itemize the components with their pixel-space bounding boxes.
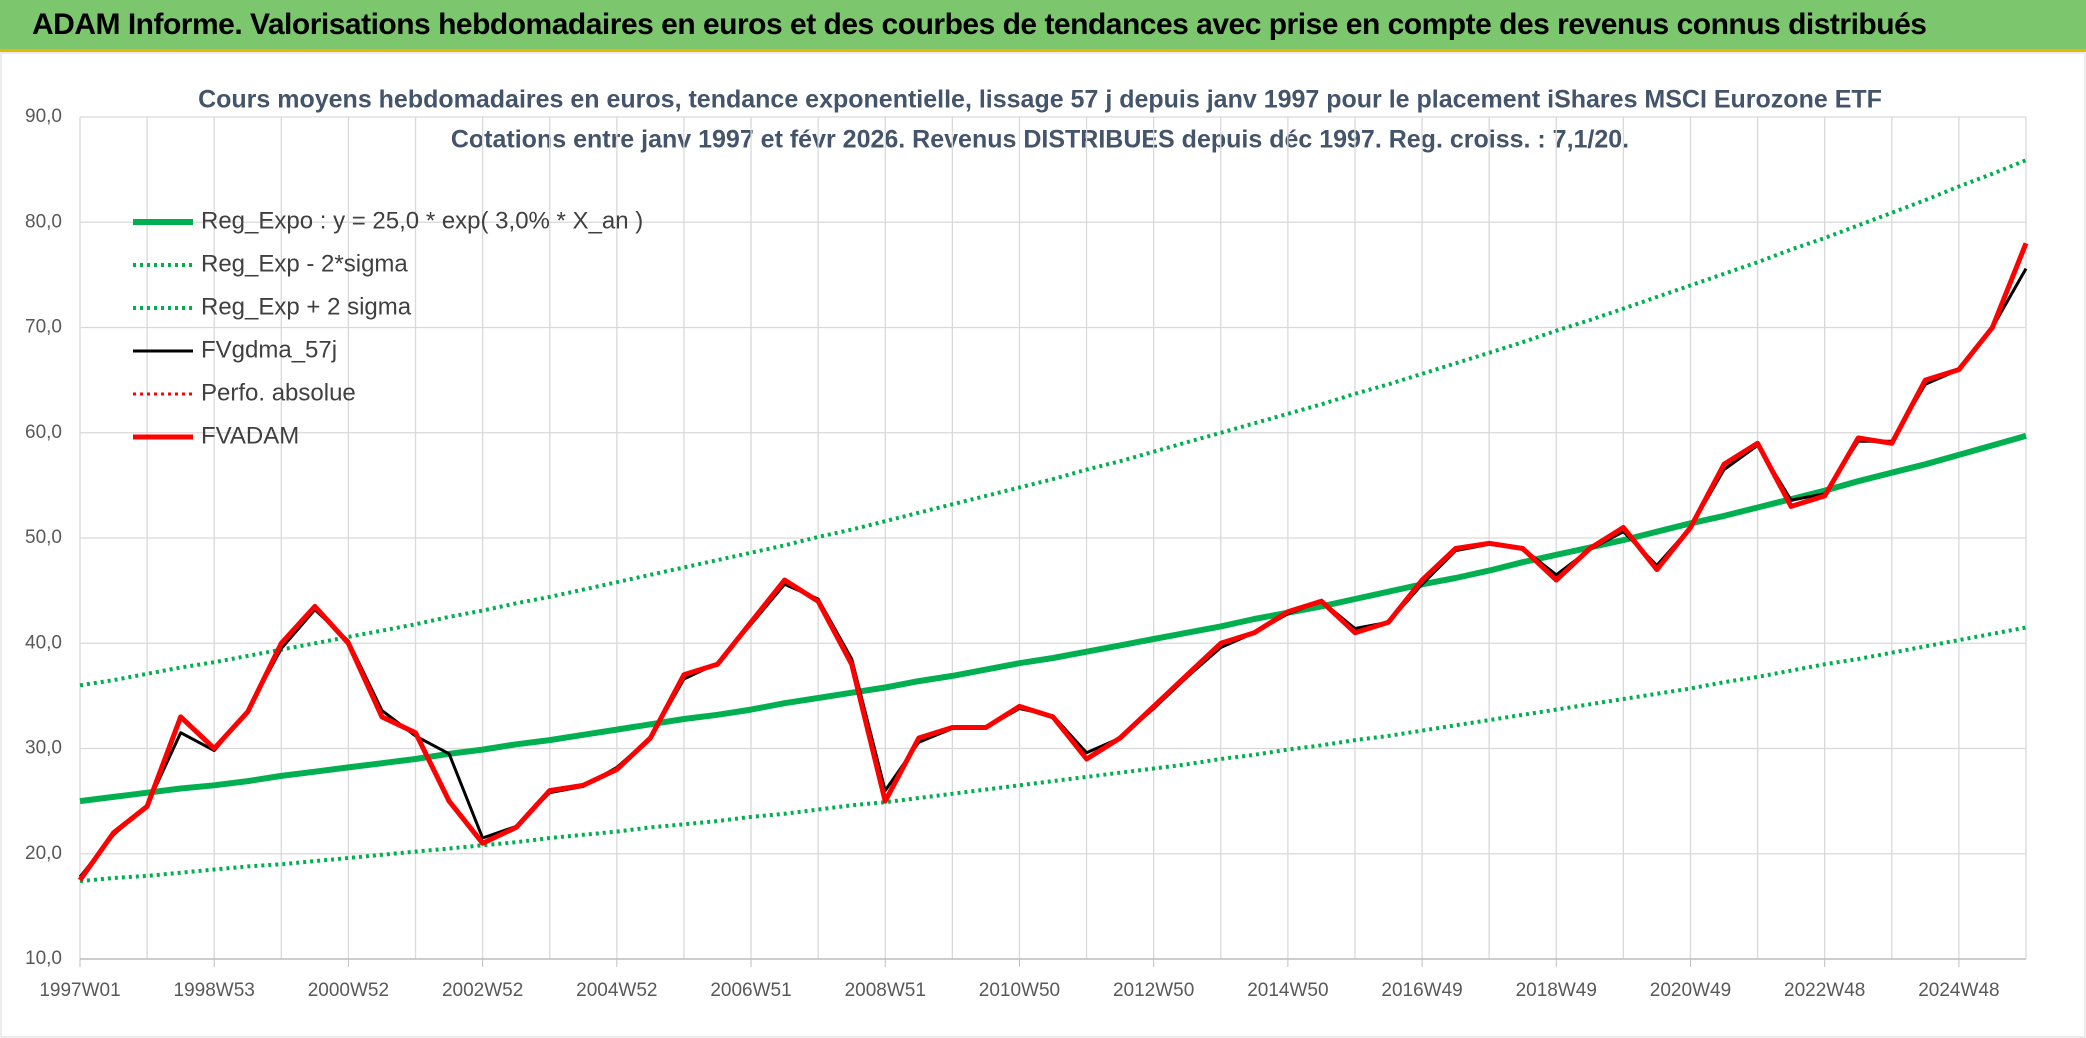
x-tick-label: 2018W49 (1516, 980, 1597, 1001)
chart-subtitle: Cotations entre janv 1997 et févr 2026. … (451, 126, 1629, 154)
legend-label: Perfo. absolue (201, 379, 356, 406)
legend-label: FVgdma_57j (201, 336, 337, 363)
legend-label: Reg_Exp + 2 sigma (201, 293, 412, 320)
x-tick-label: 2010W50 (979, 980, 1060, 1001)
y-tick-label: 90,0 (25, 106, 62, 127)
x-tick-label: 2016W49 (1381, 980, 1462, 1001)
chart-title: Cours moyens hebdomadaires en euros, ten… (198, 86, 1882, 114)
legend-label: FVADAM (201, 422, 299, 449)
chart-frame (0, 52, 2086, 1038)
x-tick-label: 2020W49 (1650, 980, 1731, 1001)
series-line (77, 242, 2029, 882)
x-tick-label: 2008W51 (845, 980, 926, 1001)
x-tick-label: 2006W51 (710, 980, 791, 1001)
x-tick-label: 2022W48 (1784, 980, 1865, 1001)
legend-label: Reg_Exp - 2*sigma (201, 250, 408, 277)
x-tick-label: 2004W52 (576, 980, 657, 1001)
x-tick-label: 1998W53 (174, 980, 255, 1001)
series-line (79, 158, 2027, 688)
header-title: ADAM Informe. Valorisations hebdomadaire… (32, 8, 1927, 41)
y-tick-label: 80,0 (25, 211, 62, 232)
x-tick-label: 2024W48 (1918, 980, 1999, 1001)
x-tick-label: 2002W52 (442, 980, 523, 1001)
chart: Cours moyens hebdomadaires en euros, ten… (0, 52, 2086, 1038)
y-tick-label: 20,0 (25, 843, 62, 864)
x-tick-label: 2000W52 (308, 980, 389, 1001)
y-tick-label: 30,0 (25, 738, 62, 759)
header-bar: ADAM Informe. Valorisations hebdomadaire… (0, 0, 2086, 52)
y-tick-label: 10,0 (25, 948, 62, 969)
y-tick-label: 50,0 (25, 527, 62, 548)
x-tick-label: 2012W50 (1113, 980, 1194, 1001)
y-tick-label: 40,0 (25, 632, 62, 653)
x-tick-label: 1997W01 (39, 980, 120, 1001)
series-line (79, 625, 2027, 884)
x-tick-label: 2014W50 (1247, 980, 1328, 1001)
series-line (79, 433, 2027, 805)
legend-label: Reg_Expo : y = 25,0 * exp( 3,0% * X_an ) (201, 207, 643, 234)
y-tick-label: 60,0 (25, 422, 62, 443)
y-tick-label: 70,0 (25, 317, 62, 338)
